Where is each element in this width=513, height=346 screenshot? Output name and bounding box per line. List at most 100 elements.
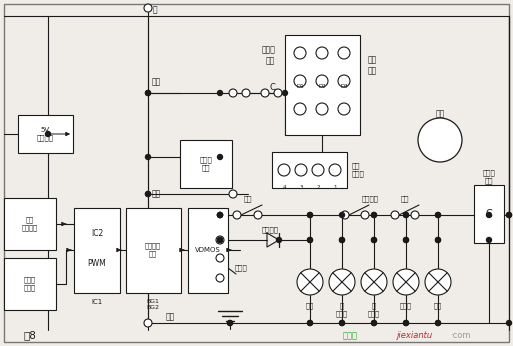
Circle shape [338,75,350,87]
Text: 电机: 电机 [436,109,445,118]
Text: 3: 3 [299,185,303,190]
Circle shape [404,212,408,218]
Circle shape [233,211,241,219]
Text: VDMOS: VDMOS [195,247,221,253]
Circle shape [218,212,223,218]
Circle shape [146,191,150,197]
Circle shape [312,164,324,176]
Circle shape [506,320,511,326]
Circle shape [218,212,223,218]
Circle shape [361,269,387,295]
Circle shape [146,191,150,197]
Circle shape [436,320,441,326]
Circle shape [261,89,269,97]
Text: 右
转向灯: 右 转向灯 [368,302,380,317]
Text: 图8: 图8 [24,330,36,340]
Text: 电机
接线柱: 电机 接线柱 [352,163,365,177]
Bar [180,140,232,188]
Bar [18,115,73,153]
Circle shape [411,211,419,219]
Circle shape [277,237,282,243]
Circle shape [338,103,350,115]
Text: 4: 4 [282,185,286,190]
Text: 喇叭: 喇叭 [434,302,442,309]
Text: 锁匙开关: 锁匙开关 [262,227,279,233]
Circle shape [329,269,355,295]
Text: 1: 1 [333,185,337,190]
Text: 刹车灯: 刹车灯 [400,302,412,309]
Circle shape [404,320,408,326]
Circle shape [294,75,306,87]
Circle shape [216,236,224,244]
Circle shape [361,211,369,219]
Circle shape [146,155,150,160]
Circle shape [391,211,399,219]
Circle shape [146,91,150,95]
Text: ·com: ·com [450,331,470,340]
Circle shape [242,89,250,97]
Circle shape [506,212,511,218]
Circle shape [278,164,290,176]
Circle shape [486,212,491,218]
Circle shape [340,212,345,218]
Text: 两级倒相
驱动: 两级倒相 驱动 [145,243,161,257]
Circle shape [307,212,312,218]
Circle shape [340,237,345,243]
Circle shape [418,118,462,162]
Circle shape [425,269,451,295]
Text: PWM: PWM [88,258,106,267]
Circle shape [340,320,345,326]
Circle shape [506,212,511,218]
Bar [272,152,347,188]
Circle shape [340,237,345,243]
Text: 黄: 黄 [153,6,157,15]
Circle shape [146,91,150,95]
Circle shape [229,89,237,97]
Circle shape [144,4,152,12]
Circle shape [46,131,50,137]
Circle shape [404,237,408,243]
Circle shape [283,91,287,95]
Circle shape [218,237,223,243]
Text: 接触器
线圈: 接触器 线圈 [483,170,496,184]
Circle shape [436,237,441,243]
Circle shape [371,320,377,326]
Circle shape [338,47,350,59]
Circle shape [227,320,232,326]
Text: 光电
速度转把: 光电 速度转把 [22,217,38,231]
Circle shape [218,155,223,160]
Circle shape [297,269,323,295]
Circle shape [404,237,408,243]
Circle shape [144,319,152,327]
Bar [285,35,360,135]
Text: jiexiantu: jiexiantu [397,331,433,340]
Bar [74,208,120,293]
Text: 相绿: 相绿 [152,190,161,199]
Text: D2: D2 [318,84,326,90]
Circle shape [316,75,328,87]
Circle shape [274,89,282,97]
Text: 相红: 相红 [152,77,161,86]
Circle shape [307,237,312,243]
Circle shape [316,47,328,59]
Text: 整流桥
续流: 整流桥 续流 [200,157,212,171]
Bar [4,198,56,250]
Text: C: C [269,83,275,92]
Circle shape [229,190,237,198]
Text: 接触器
触头: 接触器 触头 [261,45,275,65]
Text: 2: 2 [316,185,320,190]
Circle shape [218,212,223,218]
Circle shape [307,212,312,218]
Circle shape [436,212,441,218]
Circle shape [218,212,223,218]
Bar [126,208,181,293]
Bar [4,258,56,310]
Circle shape [404,320,408,326]
Circle shape [340,320,345,326]
Text: 总开关: 总开关 [235,265,248,271]
Circle shape [371,212,377,218]
Text: 左
转向灯: 左 转向灯 [336,302,348,317]
Circle shape [254,211,262,219]
Circle shape [436,320,441,326]
Circle shape [393,269,419,295]
